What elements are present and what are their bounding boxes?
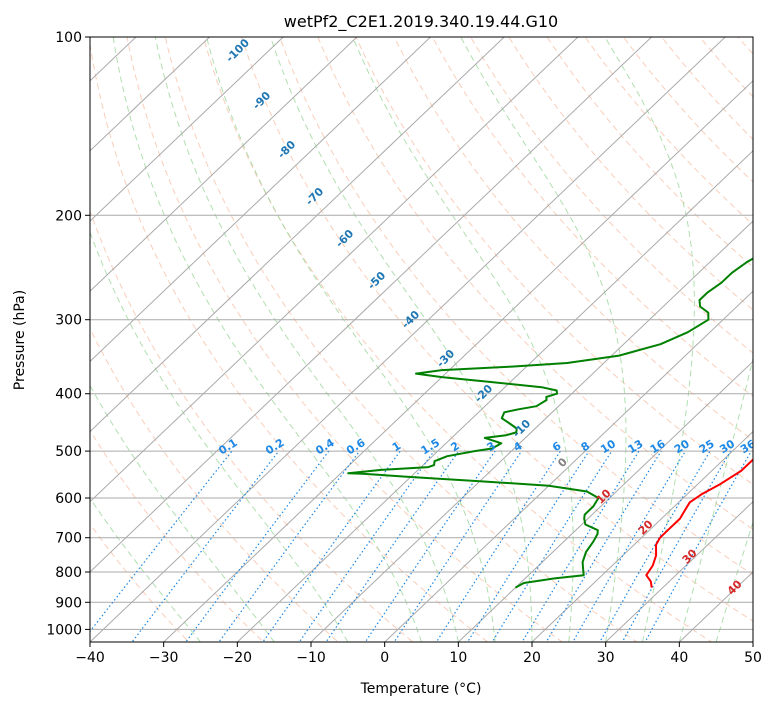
moist-adiabat	[678, 356, 753, 642]
isotherm	[90, 37, 653, 573]
y-axis-label: Pressure (hPa)	[12, 290, 28, 390]
isotherm	[457, 360, 753, 642]
isotherm	[531, 430, 753, 642]
x-tick-label: −30	[149, 650, 179, 666]
mixing-ratio-line	[131, 450, 280, 642]
moist-adiabat	[460, 37, 627, 642]
y-tick-label: 500	[55, 444, 82, 460]
x-tick-label: 50	[744, 650, 762, 666]
moist-adiabat	[352, 37, 574, 642]
y-tick-label: 800	[55, 565, 82, 581]
x-tick-label: 10	[449, 650, 467, 666]
mixing-ratio-line	[599, 450, 711, 642]
mixing-ratio-line	[545, 450, 662, 642]
mixing-ratio-line	[364, 450, 496, 642]
isotherm	[90, 37, 432, 363]
x-tick-label: 20	[523, 650, 541, 666]
moist-adiabat	[715, 520, 753, 642]
profile-series	[347, 257, 753, 589]
dry-adiabat	[508, 37, 753, 311]
isotherm	[90, 37, 211, 152]
isotherm	[90, 37, 726, 642]
plot-frame	[89, 36, 754, 643]
isotherm	[383, 290, 753, 642]
mixing-ratio-line	[466, 450, 590, 642]
moist-adiabat	[90, 384, 275, 642]
mixing-ratio-line	[644, 450, 752, 642]
dry-adiabat	[126, 37, 564, 642]
y-tick-label: 200	[55, 208, 82, 224]
dewpoint-line	[347, 257, 753, 589]
dry-adiabat	[90, 327, 339, 642]
isotherm	[90, 37, 284, 222]
isotherm	[236, 150, 753, 642]
mixing-ratio-line	[262, 450, 401, 642]
isotherm	[90, 37, 505, 433]
dry-adiabat	[241, 37, 753, 622]
dry-adiabat	[546, 37, 753, 268]
y-tick-label: 300	[55, 313, 82, 329]
moist-adiabat	[154, 37, 459, 642]
x-tick-label: −10	[296, 650, 326, 666]
chart-title: wetPf2_C2E1.2019.340.19.44.G10	[284, 12, 558, 32]
isotherms	[90, 37, 753, 642]
x-tick-label: 30	[597, 650, 615, 666]
moist-adiabat	[206, 37, 496, 642]
mixing-ratio-line	[393, 450, 523, 642]
dry-adiabat	[164, 37, 638, 642]
y-tick-label: 600	[55, 491, 82, 507]
mixing-ratio-line	[90, 450, 233, 633]
dry-adiabat	[431, 37, 753, 398]
moist-adiabat	[90, 230, 349, 642]
mixing-ratio-line	[325, 450, 460, 642]
temperature-line	[645, 458, 753, 588]
moist-adiabat	[90, 497, 201, 642]
mixing-ratio-label: 36	[738, 437, 758, 456]
y-tick-label: 400	[55, 387, 82, 403]
dry-adiabat	[393, 37, 753, 441]
isotherm	[90, 37, 358, 292]
mixing-ratio-line	[298, 450, 435, 642]
isotherm	[90, 37, 579, 503]
dry-adiabat	[90, 429, 265, 642]
isobars	[90, 37, 753, 630]
y-axis: 100 200 300 400 500 600 700 800 900 1000	[46, 30, 90, 638]
moist-adiabat	[270, 37, 533, 642]
x-tick-label: 40	[670, 650, 688, 666]
dry-adiabat	[202, 37, 713, 642]
y-tick-label: 100	[55, 30, 82, 46]
x-axis-label: Temperature (°C)	[360, 681, 482, 697]
isotherm	[310, 220, 753, 642]
x-tick-label: 0	[380, 650, 389, 666]
isotherm	[604, 501, 753, 642]
y-tick-label: 700	[55, 531, 82, 547]
dry-adiabat	[317, 37, 753, 530]
y-tick-label: 900	[55, 595, 82, 611]
x-tick-label: −40	[75, 650, 105, 666]
mixing-ratio-line	[572, 450, 686, 642]
dry-adiabat	[470, 37, 753, 354]
dry-adiabat	[279, 37, 753, 576]
dry-adiabat	[90, 209, 414, 642]
moist-adiabat	[112, 37, 422, 642]
y-tick-label: 1000	[46, 622, 82, 638]
moist-adiabats	[90, 37, 753, 642]
x-tick-label: −20	[223, 650, 253, 666]
moist-adiabat	[604, 37, 695, 642]
x-axis: −40 −30 −20 −10 0 10 20 30 40 50	[75, 642, 762, 666]
isotherm	[162, 80, 753, 642]
